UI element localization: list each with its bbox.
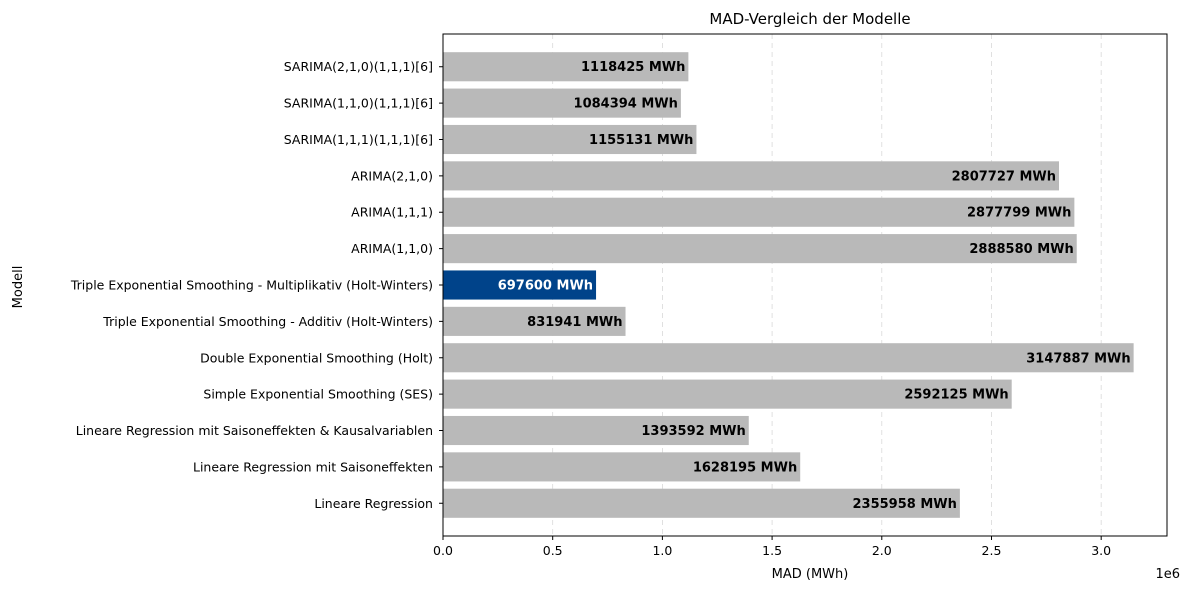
y-tick-label: Lineare Regression mit Saisoneffekten & … bbox=[76, 423, 433, 438]
y-tick-label: Lineare Regression bbox=[314, 496, 433, 511]
y-tick-label: SARIMA(1,1,0)(1,1,1)[6] bbox=[284, 96, 433, 111]
bar bbox=[443, 234, 1077, 264]
bar bbox=[443, 343, 1134, 373]
x-tick-labels: 0.0 0.5 1.0 1.5 2.0 2.5 3.0 bbox=[433, 536, 1111, 558]
bar-value-label: 2877799 MWh bbox=[967, 206, 1071, 221]
bar bbox=[443, 124, 697, 155]
y-tick-label: Simple Exponential Smoothing (SES) bbox=[203, 387, 433, 402]
bar-value-label: 2807727 MWh bbox=[952, 169, 1056, 184]
plot-frame bbox=[442, 33, 1168, 537]
bar bbox=[443, 88, 681, 118]
bar-value-label: 697600 MWh bbox=[498, 279, 593, 294]
bar bbox=[443, 306, 626, 336]
y-tick-label: SARIMA(2,1,0)(1,1,1)[6] bbox=[284, 59, 433, 74]
y-tick-label: ARIMA(2,1,0) bbox=[351, 168, 433, 183]
x-tick-label: 1.0 bbox=[652, 543, 672, 558]
bar bbox=[443, 52, 689, 82]
x-tick-label: 1.5 bbox=[762, 543, 782, 558]
bar-value-label: 1155131 MWh bbox=[589, 133, 693, 148]
bar bbox=[443, 452, 801, 482]
x-tick-label: 3.0 bbox=[1091, 543, 1111, 558]
y-tick-label: ARIMA(1,1,1) bbox=[351, 205, 433, 220]
y-tick-label: Double Exponential Smoothing (Holt) bbox=[200, 350, 433, 365]
bar bbox=[443, 379, 1012, 409]
bar-value-label: 1393592 MWh bbox=[641, 424, 745, 439]
bar-value-label: 1084394 MWh bbox=[574, 97, 678, 112]
bars: 2355958 MWh 1628195 MWh 1393592 MWh 2592125… bbox=[443, 52, 1134, 518]
bar-value-label: 2888580 MWh bbox=[969, 242, 1073, 257]
chart-title: MAD-Vergleich der Modelle bbox=[709, 10, 910, 28]
bar bbox=[443, 161, 1059, 191]
bar bbox=[443, 415, 749, 446]
y-axis-label: Modell bbox=[11, 266, 26, 309]
x-axis-label: MAD (MWh) bbox=[772, 567, 849, 582]
x-axis-scale-note: 1e6 bbox=[1155, 567, 1180, 582]
x-tick-label: 0.5 bbox=[543, 543, 563, 558]
y-tick-label: Lineare Regression mit Saisoneffekten bbox=[193, 459, 433, 474]
bar bbox=[443, 488, 960, 518]
bar-value-label: 2355958 MWh bbox=[853, 497, 957, 512]
bar-value-label: 1628195 MWh bbox=[693, 460, 797, 475]
y-tick-label: Triple Exponential Smoothing - Multiplik… bbox=[70, 278, 433, 293]
y-tick-label: Triple Exponential Smoothing - Additiv (… bbox=[102, 314, 433, 329]
bar bbox=[443, 270, 597, 300]
x-tick-label: 2.0 bbox=[872, 543, 892, 558]
bar-value-label: 831941 MWh bbox=[527, 315, 622, 330]
bar-value-label: 2592125 MWh bbox=[904, 388, 1008, 403]
y-tick-label: ARIMA(1,1,0) bbox=[351, 241, 433, 256]
y-tick-labels: Lineare Regression Lineare Regression mit… bbox=[70, 59, 443, 511]
y-tick-label: SARIMA(1,1,1)(1,1,1)[6] bbox=[284, 132, 433, 147]
bar-value-label: 1118425 MWh bbox=[581, 60, 685, 75]
bar-value-label: 3147887 MWh bbox=[1026, 351, 1130, 366]
x-tick-label: 0.0 bbox=[433, 543, 453, 558]
x-tick-label: 2.5 bbox=[982, 543, 1002, 558]
bar bbox=[443, 197, 1075, 227]
